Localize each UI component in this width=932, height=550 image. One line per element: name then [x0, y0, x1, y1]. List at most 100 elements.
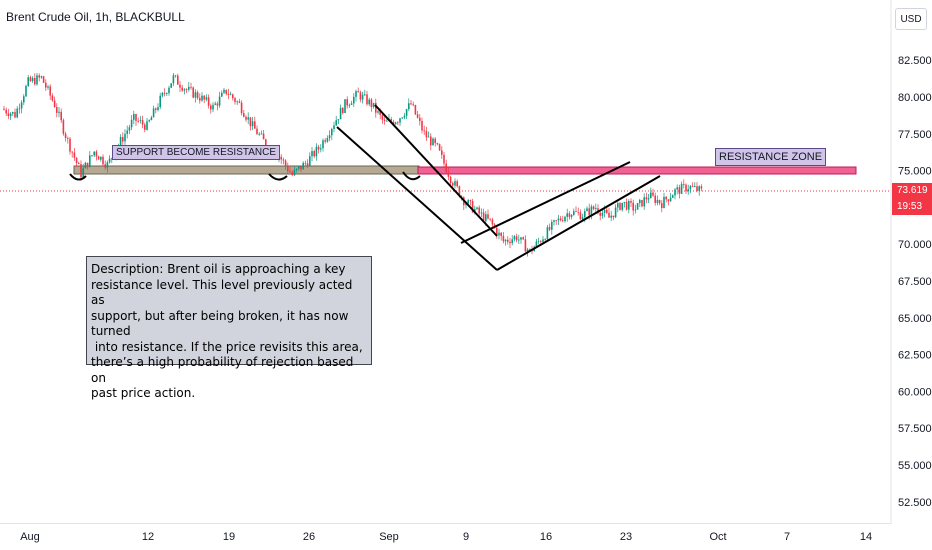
candle-body	[427, 136, 430, 138]
candle-body	[201, 95, 203, 101]
time-axis[interactable]: Aug 12 19 26 Sep 9 16 23 Oct 7 14	[20, 531, 872, 543]
candle-body	[672, 195, 674, 198]
candle-body	[608, 212, 610, 218]
trendline-channel-upper[interactable]	[460, 161, 631, 244]
candle-body	[482, 212, 485, 222]
candle-body	[456, 181, 458, 187]
candle-body	[306, 163, 309, 166]
candle-body	[526, 249, 529, 252]
candle-body	[91, 155, 93, 157]
candle-body	[256, 128, 258, 135]
time-tick-label: Oct	[709, 531, 726, 543]
candle-body	[425, 131, 428, 138]
candle-body	[691, 186, 694, 187]
candle-body	[467, 200, 469, 204]
candle-body	[432, 138, 434, 146]
time-tick-label: 14	[860, 531, 872, 543]
candle-body	[188, 86, 190, 90]
candle-body	[203, 95, 205, 100]
candle-body	[47, 86, 49, 88]
candle-body	[161, 92, 164, 96]
candle-body	[438, 144, 441, 151]
candle-body	[544, 239, 546, 241]
candle-body	[410, 103, 412, 105]
resistance-zone-label[interactable]: RESISTANCE ZONE	[715, 148, 827, 166]
candle-body	[298, 166, 300, 169]
candle-body	[133, 114, 135, 120]
candle-body	[42, 76, 45, 83]
candle-body	[326, 138, 329, 142]
candle-body	[58, 111, 60, 113]
candle-body	[553, 220, 555, 222]
description-note[interactable]: Description: Brent oil is approaching a …	[86, 256, 372, 400]
candle-body	[16, 108, 18, 118]
price-tick-label: 65.000	[898, 313, 932, 325]
candle-body	[652, 192, 654, 196]
candle-body	[172, 75, 175, 84]
candle-body	[240, 102, 243, 114]
candle-body	[106, 162, 109, 168]
candle-body	[595, 208, 597, 210]
candle-body	[436, 143, 439, 145]
candle-body	[227, 93, 230, 95]
trendline-down-upper[interactable]	[374, 104, 498, 237]
candle-body	[346, 99, 348, 106]
candle-body	[23, 96, 25, 103]
candle-body	[700, 186, 703, 189]
candle-body	[364, 94, 366, 96]
candle-body	[678, 187, 681, 194]
candle-body	[669, 197, 672, 202]
candle-body	[229, 94, 232, 96]
candle-body	[458, 186, 461, 197]
time-tick-label: Aug	[20, 531, 40, 543]
time-tick-label: 19	[223, 531, 235, 543]
candle-body	[234, 98, 236, 102]
candle-body	[636, 203, 639, 210]
resistance-zone-rect[interactable]	[417, 166, 857, 175]
candle-body	[419, 117, 421, 122]
candle-body	[64, 133, 67, 138]
candle-body	[370, 99, 373, 107]
candle-body	[152, 108, 155, 118]
candle-body	[639, 199, 641, 204]
candle-body	[40, 76, 43, 78]
candle-body	[207, 97, 210, 106]
price-axis[interactable]: 82.50080.00077.50075.00072.50070.00067.5…	[898, 55, 932, 509]
candle-body	[339, 107, 342, 120]
price-tick-label: 57.500	[898, 423, 932, 435]
price-tick-label: 52.500	[898, 497, 932, 509]
candle-body	[254, 121, 256, 129]
candle-body	[166, 93, 168, 94]
candle-body	[243, 113, 245, 117]
candle-body	[86, 162, 89, 167]
support-resistance-label[interactable]: SUPPORT BECOME RESISTANCE	[112, 145, 281, 160]
candle-body	[573, 211, 575, 215]
support-zone-rect[interactable]	[73, 165, 420, 175]
candle-body	[379, 111, 381, 116]
candle-body	[632, 202, 634, 211]
candle-body	[89, 155, 91, 167]
time-tick-label: 7	[784, 531, 790, 543]
candle-body	[137, 120, 139, 122]
candle-body	[179, 84, 181, 88]
candle-body	[489, 218, 491, 220]
candle-body	[592, 206, 595, 210]
candle-body	[73, 152, 76, 158]
candle-body	[599, 212, 601, 216]
candle-body	[680, 184, 683, 194]
candle-body	[141, 120, 144, 125]
currency-scale-button[interactable]: USD	[895, 8, 927, 30]
candle-body	[344, 99, 346, 114]
candle-body	[192, 87, 194, 98]
candle-body	[157, 107, 159, 110]
candle-body	[548, 227, 551, 230]
candle-body	[621, 202, 623, 210]
candle-body	[170, 83, 172, 88]
candle-body	[111, 158, 113, 160]
swing-low-arc-1	[69, 173, 87, 181]
candle-body	[75, 157, 78, 164]
candle-body	[542, 239, 544, 243]
trendline-down-lower[interactable]	[336, 126, 498, 271]
trendline-channel-lower[interactable]	[496, 175, 661, 271]
